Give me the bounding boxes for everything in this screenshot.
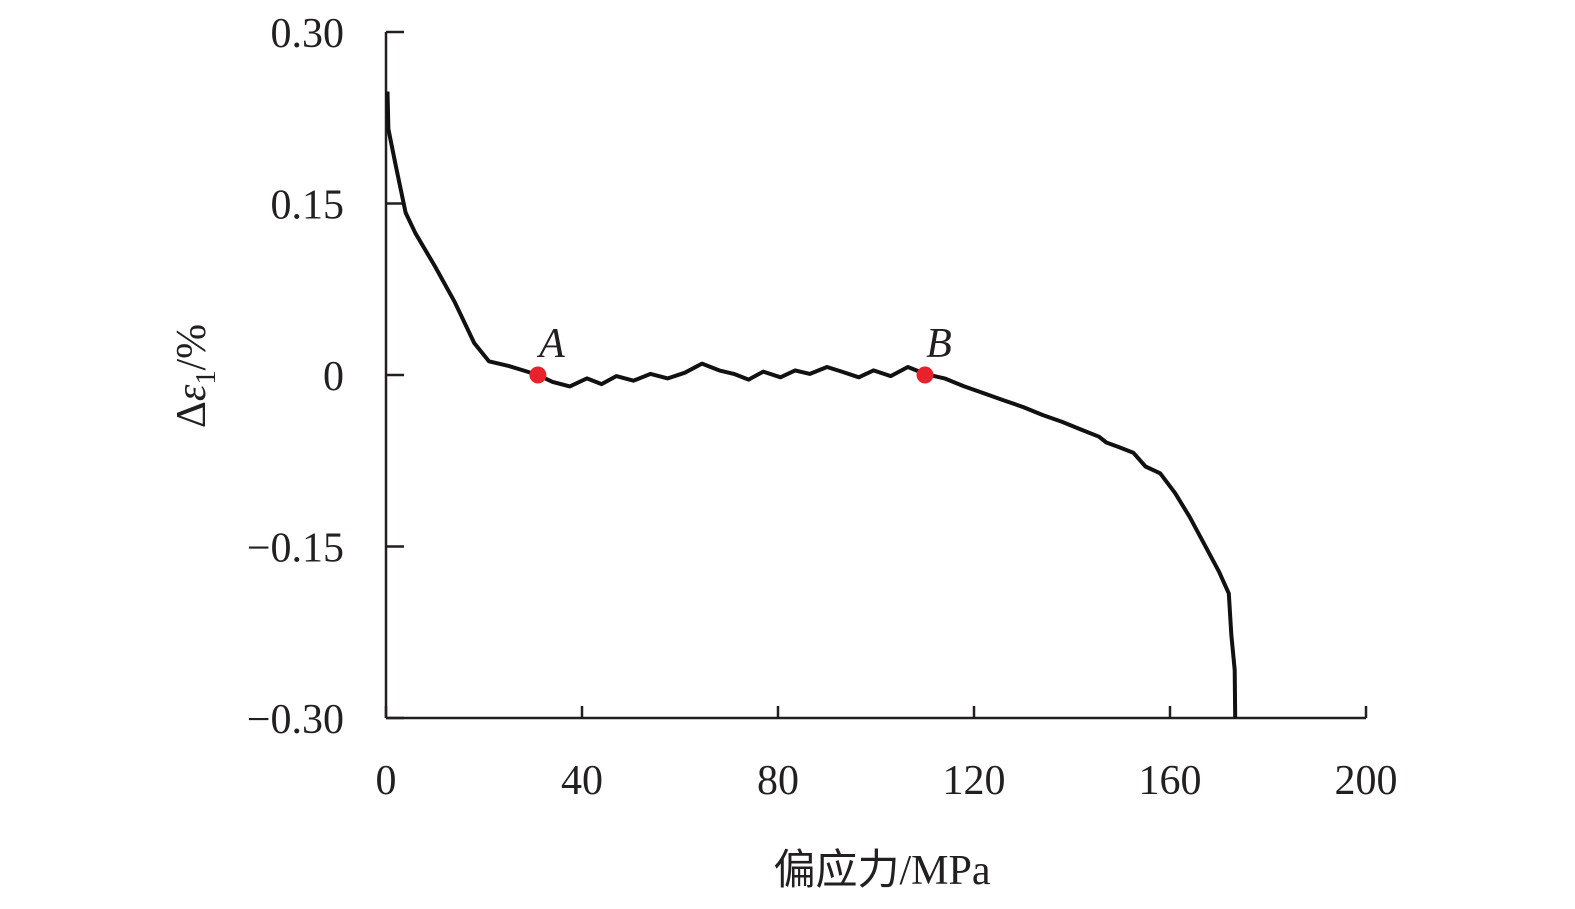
- point-b-marker: [916, 366, 934, 384]
- series: [385, 91, 1238, 719]
- point-a-label: A: [536, 321, 565, 367]
- y-tick-label: −0.15: [247, 526, 344, 572]
- y-tick-label: −0.30: [247, 697, 344, 743]
- y-ticks: 0.30 0.15 0 −0.15 −0.30: [247, 11, 404, 743]
- y-tick-label: 0.30: [271, 11, 345, 57]
- x-tick-label: 40: [561, 758, 603, 804]
- y-tick-label: 0.15: [271, 183, 345, 229]
- y-axis-title-subscript: 1: [191, 371, 222, 385]
- y-axis-title-prefix: Δ: [169, 401, 215, 428]
- point-a-marker: [529, 366, 547, 384]
- x-tick-label: 200: [1335, 758, 1398, 804]
- x-tick-label: 0: [376, 758, 397, 804]
- x-tick-label: 160: [1139, 758, 1202, 804]
- markers: [529, 366, 934, 384]
- y-tick-label: 0: [323, 354, 344, 400]
- series-line: [385, 91, 1238, 719]
- y-axis-title: Δε1/%: [169, 324, 222, 428]
- y-axis-title-symbol: ε: [169, 384, 215, 401]
- y-axis-title-suffix: /%: [169, 324, 215, 371]
- point-b-label: B: [926, 321, 952, 367]
- x-tick-label: 120: [943, 758, 1006, 804]
- x-ticks: 0 40 80 120 160 200: [376, 706, 1398, 804]
- x-axis-title: 偏应力/MPa: [773, 847, 990, 894]
- x-tick-label: 80: [757, 758, 799, 804]
